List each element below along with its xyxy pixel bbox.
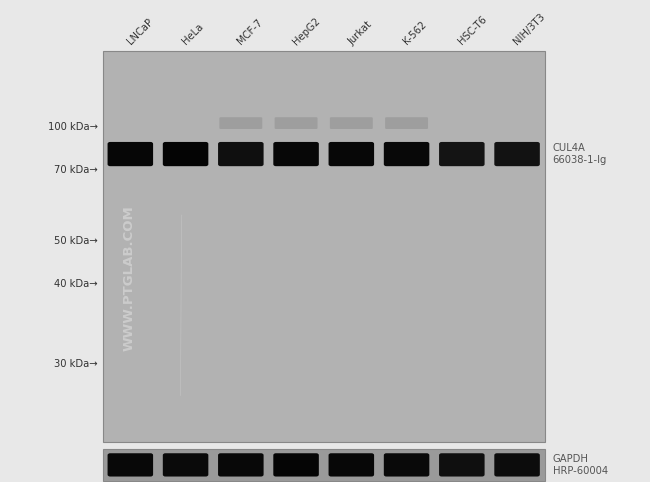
Text: GAPDH
HRP-60004: GAPDH HRP-60004 [552,454,608,476]
FancyBboxPatch shape [330,117,373,129]
Text: HeLa: HeLa [181,22,205,47]
Text: CUL4A
66038-1-Ig: CUL4A 66038-1-Ig [552,143,607,165]
Text: NIH/3T3: NIH/3T3 [512,12,547,47]
FancyBboxPatch shape [218,142,264,166]
Text: MCF-7: MCF-7 [236,17,265,47]
FancyBboxPatch shape [103,51,545,442]
FancyBboxPatch shape [494,453,540,477]
Text: LNCaP: LNCaP [125,17,155,47]
Text: Jurkat: Jurkat [346,19,374,47]
FancyBboxPatch shape [328,142,374,166]
FancyBboxPatch shape [273,142,319,166]
FancyBboxPatch shape [218,453,264,477]
Text: 30 kDa→: 30 kDa→ [54,359,98,369]
FancyBboxPatch shape [162,142,209,166]
Text: 100 kDa→: 100 kDa→ [47,122,98,132]
FancyBboxPatch shape [274,117,318,129]
Text: 50 kDa→: 50 kDa→ [54,236,98,246]
FancyBboxPatch shape [439,453,485,477]
FancyBboxPatch shape [273,453,319,477]
Text: 40 kDa→: 40 kDa→ [54,279,98,289]
FancyBboxPatch shape [103,449,545,481]
FancyBboxPatch shape [439,142,485,166]
FancyBboxPatch shape [107,453,153,477]
Text: HSC-T6: HSC-T6 [457,14,489,47]
FancyBboxPatch shape [162,453,209,477]
FancyBboxPatch shape [384,142,430,166]
Text: HepG2: HepG2 [291,15,322,47]
FancyBboxPatch shape [219,117,263,129]
FancyBboxPatch shape [385,117,428,129]
FancyBboxPatch shape [328,453,374,477]
FancyBboxPatch shape [107,142,153,166]
Text: K-562: K-562 [402,20,428,47]
Text: 70 kDa→: 70 kDa→ [54,165,98,175]
FancyBboxPatch shape [384,453,430,477]
Text: WWW.PTGLAB.COM: WWW.PTGLAB.COM [122,205,135,351]
FancyBboxPatch shape [494,142,540,166]
